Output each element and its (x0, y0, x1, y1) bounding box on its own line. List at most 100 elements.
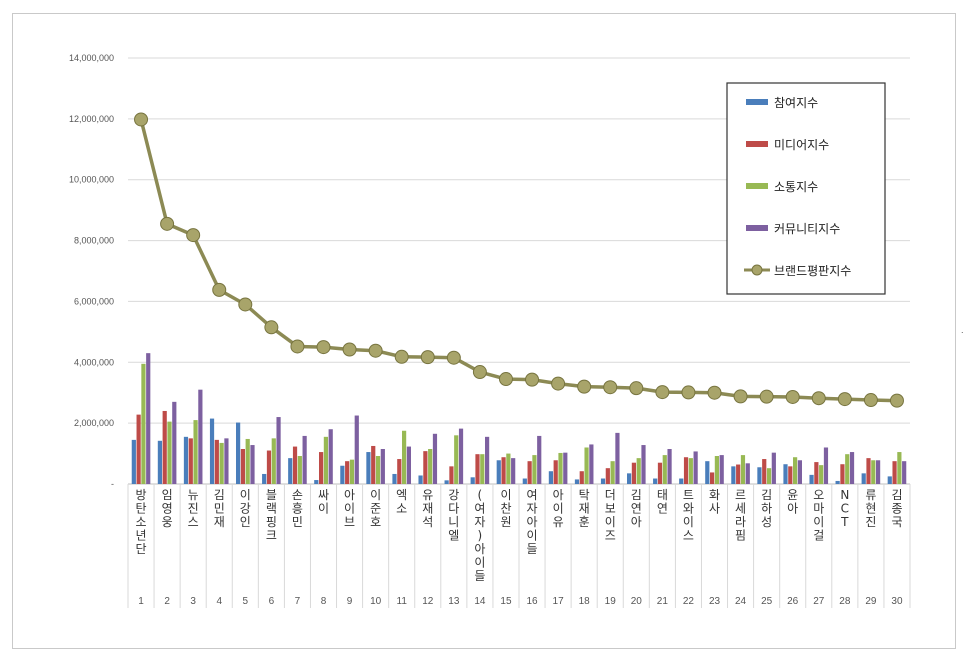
bar-참여지수 (548, 471, 553, 484)
bar-미디어지수 (475, 454, 480, 484)
legend-swatch-커뮤니티지수 (746, 225, 768, 231)
bar-미디어지수 (605, 468, 610, 484)
bar-소통지수 (428, 449, 433, 484)
bar-소통지수 (584, 447, 589, 484)
bar-참여지수 (835, 480, 840, 484)
bar-커뮤니티지수 (458, 428, 464, 484)
y-tick-label: 2,000,000 (74, 418, 114, 428)
y-tick-label: 10,000,000 (69, 175, 114, 185)
bar-소통지수 (219, 442, 224, 484)
line-marker-브랜드평판지수 (655, 385, 670, 400)
bar-참여지수 (887, 476, 892, 484)
bar-소통지수 (819, 465, 824, 484)
bar-커뮤니티지수 (797, 460, 802, 484)
legend-swatch-참여지수 (746, 99, 768, 105)
y-tick-label: - (111, 479, 114, 489)
legend-label: 미디어지수 (774, 138, 829, 152)
line-marker-브랜드평판지수 (707, 385, 722, 400)
bar-참여지수 (288, 458, 293, 484)
line-marker-브랜드평판지수 (212, 282, 227, 297)
bar-커뮤니티지수 (328, 429, 333, 484)
x-rank-label: 23 (709, 596, 721, 607)
line-marker-브랜드평판지수 (160, 216, 175, 231)
y-tick-label: 4,000,000 (74, 357, 114, 367)
y-tick-label: 8,000,000 (74, 236, 114, 246)
line-marker-브랜드평판지수 (498, 372, 513, 387)
bar-참여지수 (496, 460, 501, 484)
bar-미디어지수 (657, 462, 663, 484)
bar-미디어지수 (840, 464, 845, 484)
bar-커뮤니티지수 (719, 455, 724, 484)
bar-커뮤니티지수 (667, 449, 672, 484)
bar-소통지수 (636, 458, 641, 484)
line-marker-브랜드평판지수 (342, 342, 357, 357)
bar-미디어지수 (710, 472, 715, 484)
bar-참여지수 (731, 466, 736, 484)
bar-커뮤니티지수 (771, 452, 776, 484)
bar-커뮤니티지수 (823, 447, 829, 484)
x-rank-label: 18 (579, 596, 591, 607)
bar-미디어지수 (683, 457, 689, 484)
bar-소통지수 (480, 454, 485, 484)
bar-커뮤니티지수 (172, 401, 177, 484)
x-rank-label: 16 (526, 596, 538, 607)
line-marker-브랜드평판지수 (629, 381, 644, 396)
bar-참여지수 (209, 418, 215, 484)
bar-참여지수 (627, 473, 632, 484)
bar-참여지수 (444, 480, 449, 484)
line-marker-브랜드평판지수 (134, 112, 149, 127)
bar-커뮤니티지수 (146, 353, 151, 484)
y-tick-label: 14,000,000 (69, 53, 114, 63)
line-marker-브랜드평판지수 (420, 350, 435, 365)
bar-커뮤니티지수 (380, 449, 385, 484)
bar-소통지수 (193, 420, 198, 484)
x-rank-label: 20 (631, 596, 643, 607)
x-rank-label: 11 (397, 596, 408, 607)
bar-참여지수 (574, 479, 580, 484)
bar-참여지수 (392, 473, 397, 484)
bar-미디어지수 (892, 461, 897, 484)
y-tick-label: 12,000,000 (69, 114, 114, 124)
x-rank-label: 4 (216, 596, 222, 607)
bar-커뮤니티지수 (615, 432, 620, 484)
bar-참여지수 (757, 467, 762, 484)
bar-미디어지수 (371, 445, 376, 484)
line-marker-브랜드평판지수 (186, 228, 201, 243)
bar-참여지수 (183, 436, 189, 484)
bar-미디어지수 (553, 460, 558, 484)
line-marker-브랜드평판지수 (863, 393, 878, 408)
x-rank-label: 30 (891, 596, 903, 607)
line-marker-브랜드평판지수 (603, 380, 618, 395)
line-marker-브랜드평판지수 (889, 393, 904, 408)
bar-소통지수 (141, 363, 146, 484)
bar-미디어지수 (866, 458, 871, 484)
legend-swatch-marker (751, 264, 763, 276)
line-marker-브랜드평판지수 (759, 389, 774, 404)
bar-소통지수 (532, 455, 537, 484)
bar-참여지수 (366, 452, 371, 484)
bar-미디어지수 (501, 457, 506, 484)
legend-swatch-미디어지수 (746, 141, 768, 147)
bar-미디어지수 (527, 461, 532, 484)
line-marker-브랜드평판지수 (811, 391, 826, 406)
bar-커뮤니티지수 (641, 445, 646, 484)
bar-참여지수 (236, 422, 241, 484)
x-category-label: (여 자) 아 이 들 (474, 488, 485, 583)
bar-미디어지수 (345, 461, 350, 484)
bar-커뮤니티지수 (432, 433, 438, 484)
x-rank-label: 14 (474, 596, 486, 607)
x-rank-label: 5 (243, 596, 249, 607)
